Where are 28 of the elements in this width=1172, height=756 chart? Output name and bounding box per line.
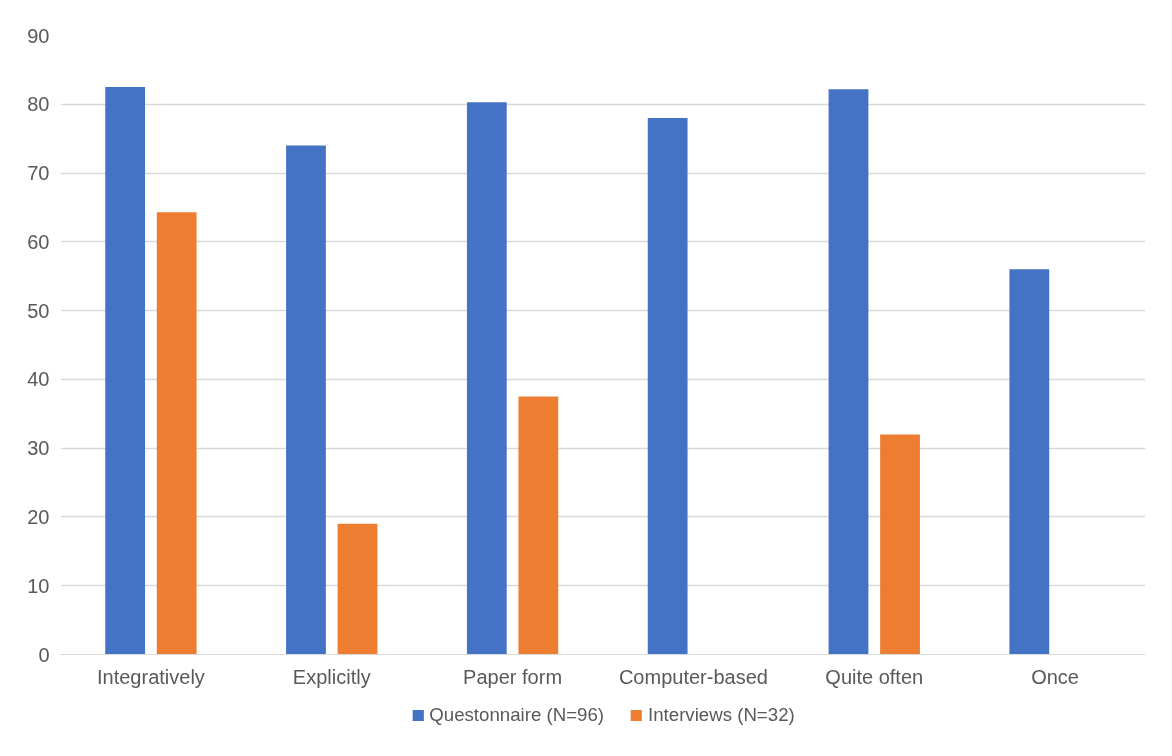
legend-label: Questonnaire (N=96) (429, 704, 605, 726)
x-tick-label: Once (1031, 665, 1079, 688)
x-tick-label: Integratively (97, 665, 205, 688)
y-tick-label: 90 (27, 24, 50, 47)
bar (105, 87, 146, 655)
bar (647, 118, 688, 655)
x-tick-label: Explicitly (292, 665, 371, 688)
y-tick-label: 20 (27, 505, 50, 528)
bar (466, 102, 507, 655)
legend-label: Interviews (N=32) (648, 704, 795, 726)
y-tick-label: 50 (27, 299, 50, 322)
bar (337, 523, 378, 655)
y-tick-label: 10 (27, 574, 50, 597)
y-tick-label: 0 (38, 643, 50, 666)
y-tick-label: 40 (27, 368, 50, 391)
y-tick-label: 60 (27, 230, 50, 253)
bar (156, 212, 197, 655)
x-tick-label: Computer-based (618, 665, 768, 688)
x-tick-label: Quite often (825, 665, 924, 688)
bar (880, 434, 920, 655)
bar (1009, 269, 1050, 655)
y-tick-label: 80 (27, 93, 50, 116)
bar (518, 396, 559, 655)
bar (828, 89, 869, 655)
y-tick-label: 30 (27, 437, 50, 460)
bar (286, 145, 326, 655)
y-tick-label: 70 (27, 162, 50, 185)
x-tick-label: Paper form (463, 665, 563, 688)
